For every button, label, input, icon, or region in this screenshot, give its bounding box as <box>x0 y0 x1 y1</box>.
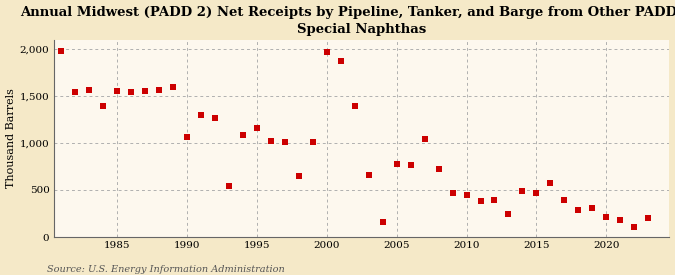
Point <box>307 140 318 144</box>
Point <box>629 225 640 229</box>
Point <box>531 191 542 196</box>
Point <box>447 191 458 196</box>
Point <box>573 208 584 212</box>
Point <box>139 89 150 93</box>
Title: Annual Midwest (PADD 2) Net Receipts by Pipeline, Tanker, and Barge from Other P: Annual Midwest (PADD 2) Net Receipts by … <box>20 6 675 35</box>
Point <box>97 104 108 108</box>
Point <box>126 89 136 94</box>
Point <box>293 174 304 178</box>
Point <box>391 161 402 166</box>
Point <box>489 198 500 203</box>
Point <box>55 49 66 53</box>
Point <box>209 116 220 120</box>
Point <box>545 181 556 186</box>
Point <box>643 216 654 221</box>
Point <box>279 140 290 145</box>
Point <box>587 206 598 210</box>
Point <box>153 88 164 92</box>
Point <box>70 89 80 94</box>
Point <box>601 214 612 219</box>
Point <box>111 89 122 93</box>
Point <box>321 50 332 54</box>
Point <box>461 192 472 197</box>
Point <box>363 173 374 177</box>
Point <box>405 163 416 167</box>
Point <box>167 84 178 89</box>
Point <box>517 189 528 193</box>
Point <box>223 184 234 188</box>
Point <box>181 135 192 139</box>
Point <box>559 198 570 202</box>
Point <box>335 59 346 63</box>
Point <box>195 112 206 117</box>
Point <box>237 133 248 138</box>
Point <box>265 139 276 143</box>
Point <box>377 220 388 225</box>
Text: Source: U.S. Energy Information Administration: Source: U.S. Energy Information Administ… <box>47 265 285 274</box>
Point <box>349 104 360 108</box>
Y-axis label: Thousand Barrels: Thousand Barrels <box>5 88 16 188</box>
Point <box>475 199 486 203</box>
Point <box>419 137 430 141</box>
Point <box>503 212 514 217</box>
Point <box>251 126 262 131</box>
Point <box>615 218 626 222</box>
Point <box>433 167 444 172</box>
Point <box>83 88 94 92</box>
